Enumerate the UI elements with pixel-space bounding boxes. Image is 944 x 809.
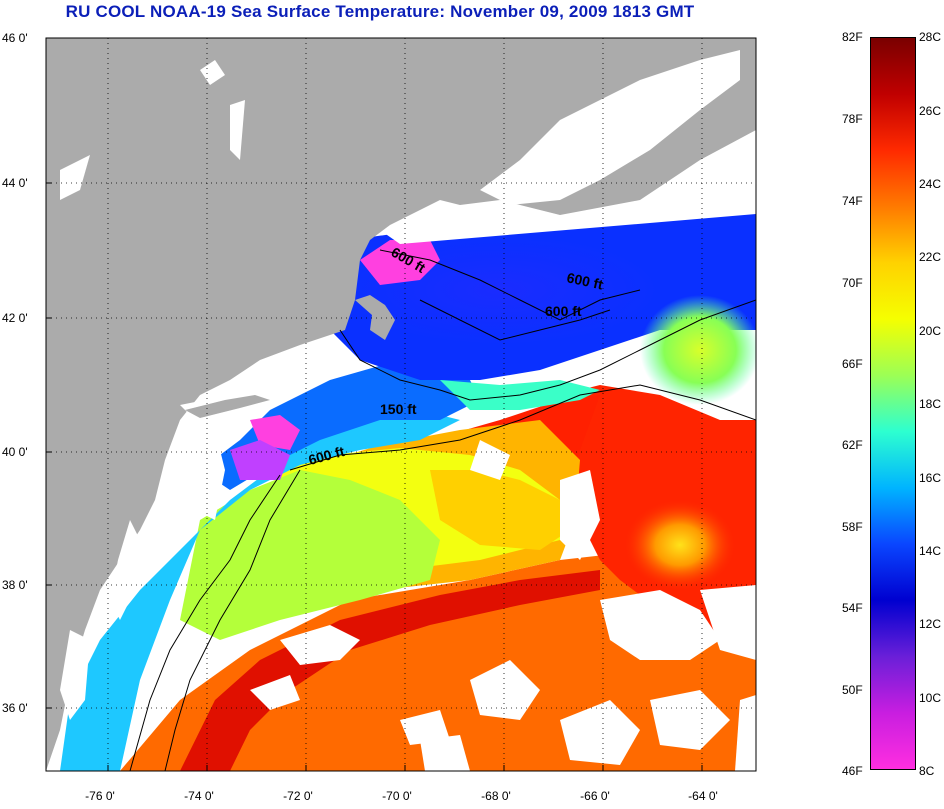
shelf-water (60, 410, 460, 771)
longitude-label: -76 0' (85, 789, 115, 803)
colorbar-f-label: 58F (842, 520, 863, 534)
colorbar-f-label: 54F (842, 601, 863, 615)
colorbar-c-label: 22C (919, 250, 942, 264)
isobath-contours (129, 249, 756, 771)
colorbar-f-label: 74F (842, 194, 863, 208)
colorbar-f-label: 70F (842, 276, 863, 290)
colorbar-c-label: 8C (919, 764, 935, 778)
latitude-label: 42 0' (2, 311, 28, 325)
graticule (46, 38, 756, 771)
colorbar-c-label: 14C (919, 544, 942, 558)
colorbar-f-label: 66F (842, 357, 863, 371)
colorbar-f-label: 46F (842, 764, 863, 778)
colorbar-f-label: 78F (842, 112, 863, 126)
longitude-label: -74 0' (184, 789, 214, 803)
cape-cod (355, 295, 395, 340)
map-frame (45, 37, 757, 772)
land-mass (46, 38, 756, 771)
longitude-label: -66 0' (580, 789, 610, 803)
temperature-colorbar (870, 37, 916, 770)
latitude-label: 40 0' (2, 445, 28, 459)
latitude-label: 38 0' (2, 578, 28, 592)
colorbar-c-label: 28C (919, 30, 942, 44)
map-title: RU COOL NOAA-19 Sea Surface Temperature:… (65, 2, 695, 21)
colorbar-c-label: 12C (919, 617, 942, 631)
colorbar-c-label: 26C (919, 104, 942, 118)
colorbar-c-label: 24C (919, 177, 942, 191)
cloud-cover (250, 200, 756, 771)
colorbar-f-label: 62F (842, 438, 863, 452)
longitude-label: -70 0' (382, 789, 412, 803)
longitude-label: -64 0' (688, 789, 718, 803)
isobath-label: 600 ft (545, 303, 582, 319)
colorbar-f-label: 82F (842, 30, 863, 44)
colorbar-c-label: 10C (919, 691, 942, 705)
colorbar-c-label: 18C (919, 397, 942, 411)
longitude-label: -68 0' (481, 789, 511, 803)
colorbar-c-label: 16C (919, 471, 942, 485)
isobath-label: 600 ft (565, 269, 604, 292)
latitude-label: 36 0' (2, 701, 28, 715)
colorbar-f-label: 50F (842, 683, 863, 697)
warm-eddy (625, 500, 735, 590)
longitude-label: -72 0' (283, 789, 313, 803)
latitude-label: 46 0' (2, 31, 28, 45)
latitude-label: 44 0' (2, 176, 28, 190)
gulf-stream-core (180, 570, 600, 771)
isobath-label: 150 ft (380, 401, 417, 417)
colorbar-c-label: 20C (919, 324, 942, 338)
map-area (46, 38, 756, 771)
